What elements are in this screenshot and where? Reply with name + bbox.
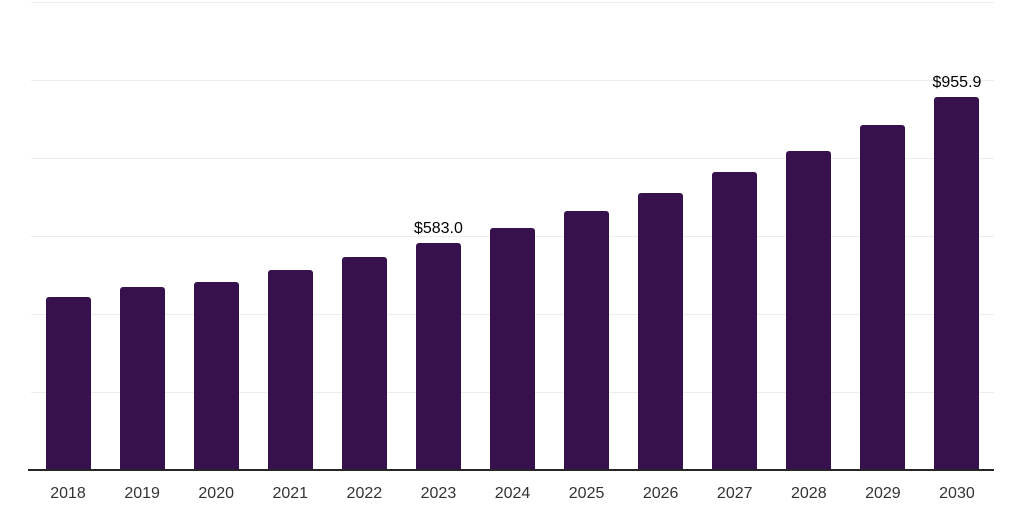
bar-2020: [193, 281, 239, 470]
bar-2025: [564, 211, 610, 470]
x-tick-label-2028: 2028: [791, 485, 827, 502]
bar-2028: [786, 151, 832, 470]
bar-2030: [934, 97, 980, 470]
data-label-2030: $955.9: [932, 74, 982, 92]
bar-2019: [119, 286, 165, 470]
bar-2026: [638, 192, 684, 470]
x-tick-label-2020: 2020: [198, 485, 234, 502]
x-tick-label-2029: 2029: [865, 485, 901, 502]
x-axis-line: [28, 469, 994, 471]
x-tick-label-2019: 2019: [124, 485, 160, 502]
gridline: [31, 2, 994, 3]
bar-2029: [860, 125, 906, 470]
x-tick-label-2018: 2018: [50, 485, 86, 502]
bar-2022: [341, 257, 387, 470]
x-tick-label-2022: 2022: [346, 485, 383, 502]
x-tick-label-2026: 2026: [642, 485, 679, 502]
gridline: [31, 158, 994, 159]
x-tick-label-2021: 2021: [272, 485, 309, 502]
x-tick-label-2027: 2027: [716, 485, 753, 502]
x-tick-label-2023: 2023: [420, 485, 457, 502]
gridline: [31, 80, 994, 81]
bar-2027: [712, 172, 758, 470]
x-tick-label-2024: 2024: [494, 485, 531, 502]
x-tick-label-2030: 2030: [939, 485, 975, 502]
data-label-2023: $583.0: [413, 219, 463, 237]
x-tick-label-2025: 2025: [568, 485, 605, 502]
bar-2024: [490, 228, 535, 470]
bar-2018: [45, 297, 91, 470]
bar-2021: [267, 270, 313, 470]
bar-2023: [415, 242, 461, 470]
